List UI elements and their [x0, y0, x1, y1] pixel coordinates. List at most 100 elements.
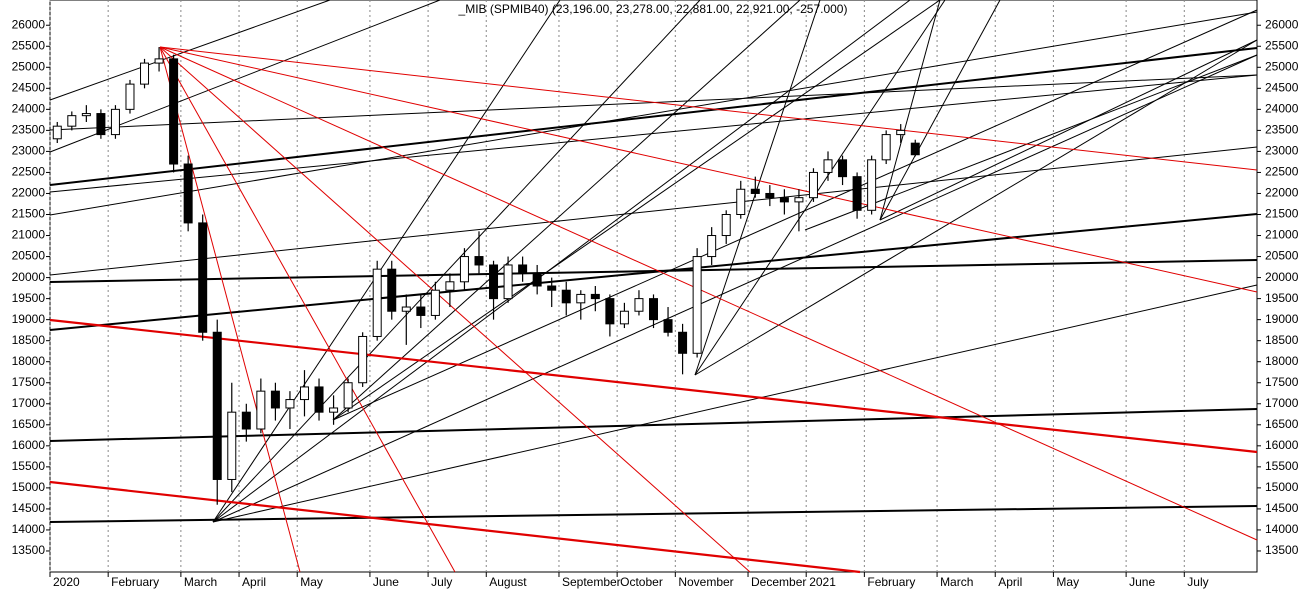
- candle-body: [401, 306, 411, 312]
- y2-tick-label: 25000: [1265, 59, 1299, 73]
- candle-body: [183, 163, 193, 224]
- y2-tick-label: 13500: [1265, 543, 1299, 557]
- y2-tick-label: 16500: [1265, 417, 1299, 431]
- y2-tick-label: 24500: [1265, 80, 1299, 94]
- y2-tick-label: 14000: [1265, 522, 1299, 536]
- y2-tick-label: 26000: [1265, 17, 1299, 31]
- candle-body: [81, 113, 91, 117]
- y-tick-label: 24500: [12, 80, 46, 94]
- y-tick-label: 17000: [12, 396, 46, 410]
- x-tick-label: November: [678, 575, 733, 589]
- candle-body: [241, 411, 251, 430]
- y-tick-label: 21000: [12, 228, 46, 242]
- candle-body: [358, 335, 368, 384]
- candle-body: [110, 108, 120, 136]
- y2-tick-label: 20500: [1265, 249, 1299, 263]
- candle-body: [808, 171, 818, 199]
- candle-body: [590, 293, 600, 300]
- candle-body: [445, 281, 455, 291]
- candle-body: [256, 390, 266, 430]
- x-tick-label: April: [242, 575, 266, 589]
- y2-tick-label: 20000: [1265, 270, 1299, 284]
- candle-body: [707, 235, 717, 258]
- candle-body: [518, 264, 528, 274]
- y-tick-label: 25000: [12, 59, 46, 73]
- y-tick-label: 13500: [12, 543, 46, 557]
- candle-body: [881, 134, 891, 161]
- y2-tick-label: 17000: [1265, 396, 1299, 410]
- candle-body: [299, 386, 309, 401]
- candle-body: [779, 197, 789, 203]
- candle-body: [765, 192, 775, 199]
- y-tick-label: 26000: [12, 17, 46, 31]
- x-tick-label: June: [1129, 575, 1155, 589]
- x-tick-label: February: [111, 575, 159, 589]
- y-tick-label: 19500: [12, 291, 46, 305]
- candle-body: [649, 298, 658, 321]
- y2-tick-label: 23000: [1265, 144, 1299, 158]
- candle-body: [227, 411, 237, 480]
- candle-body: [838, 159, 848, 178]
- candle-body: [503, 264, 513, 300]
- plot-frame: [49, 0, 1258, 573]
- y-tick-label: 22000: [12, 186, 46, 200]
- y-tick-label: 15500: [12, 459, 46, 473]
- candle-body: [474, 256, 484, 266]
- candle-body: [692, 256, 702, 354]
- x-tick-label: March: [184, 575, 217, 589]
- candle-body: [605, 298, 615, 325]
- y-tick-label: 20000: [12, 270, 46, 284]
- x-tick-label: February: [867, 575, 915, 589]
- y-tick-label: 17500: [12, 375, 46, 389]
- y-tick-label: 23000: [12, 144, 46, 158]
- candle-body: [823, 159, 833, 173]
- x-tick-label: December: [751, 575, 806, 589]
- candle-body: [329, 407, 339, 413]
- y-tick-label: 14000: [12, 522, 46, 536]
- y-tick-label: 14500: [12, 501, 46, 515]
- candle-body: [910, 142, 920, 156]
- candle-body: [896, 129, 906, 136]
- x-tick-label: 2021: [809, 575, 836, 589]
- candle-body: [794, 197, 804, 203]
- x-tick-label: May: [1056, 575, 1079, 589]
- y-tick-label: 21500: [12, 207, 46, 221]
- candle-body: [169, 58, 179, 165]
- candle-body: [372, 268, 382, 337]
- y-tick-label: 22500: [12, 165, 46, 179]
- y-tick-label: 23500: [12, 123, 46, 137]
- candle-body: [198, 222, 208, 333]
- y2-tick-label: 17500: [1265, 375, 1299, 389]
- x-tick-label: April: [998, 575, 1022, 589]
- y2-tick-label: 22500: [1265, 165, 1299, 179]
- candle-body: [634, 298, 644, 312]
- y2-tick-label: 16000: [1265, 438, 1299, 452]
- x-tick-label: May: [300, 575, 323, 589]
- candle-body: [736, 188, 746, 216]
- candle-body: [750, 188, 760, 194]
- y2-tick-label: 14500: [1265, 501, 1299, 515]
- candle-body: [285, 399, 295, 409]
- x-tick-label: July: [1187, 575, 1208, 589]
- y-tick-label: 18500: [12, 333, 46, 347]
- y-tick-label: 18000: [12, 354, 46, 368]
- y2-tick-label: 25500: [1265, 38, 1299, 52]
- candle-body: [140, 62, 150, 85]
- chart-title: _MIB (SPMIB40) (23,196.00, 23,278.00, 22…: [458, 2, 848, 16]
- candle-body: [416, 306, 426, 316]
- y2-tick-label: 21000: [1265, 228, 1299, 242]
- x-tick-label: August: [489, 575, 527, 589]
- candle-body: [576, 293, 586, 304]
- x-tick-label: October: [620, 575, 663, 589]
- candle-body: [125, 83, 135, 110]
- y2-tick-label: 18000: [1265, 354, 1299, 368]
- candle-body: [387, 268, 397, 312]
- candle-body: [154, 58, 164, 64]
- y2-tick-label: 18500: [1265, 333, 1299, 347]
- y2-tick-label: 23500: [1265, 123, 1299, 137]
- y2-tick-label: 19000: [1265, 312, 1299, 326]
- candle-body: [867, 159, 877, 211]
- y-tick-label: 16500: [12, 417, 46, 431]
- x-tick-label: March: [940, 575, 973, 589]
- y-tick-label: 24000: [12, 102, 46, 116]
